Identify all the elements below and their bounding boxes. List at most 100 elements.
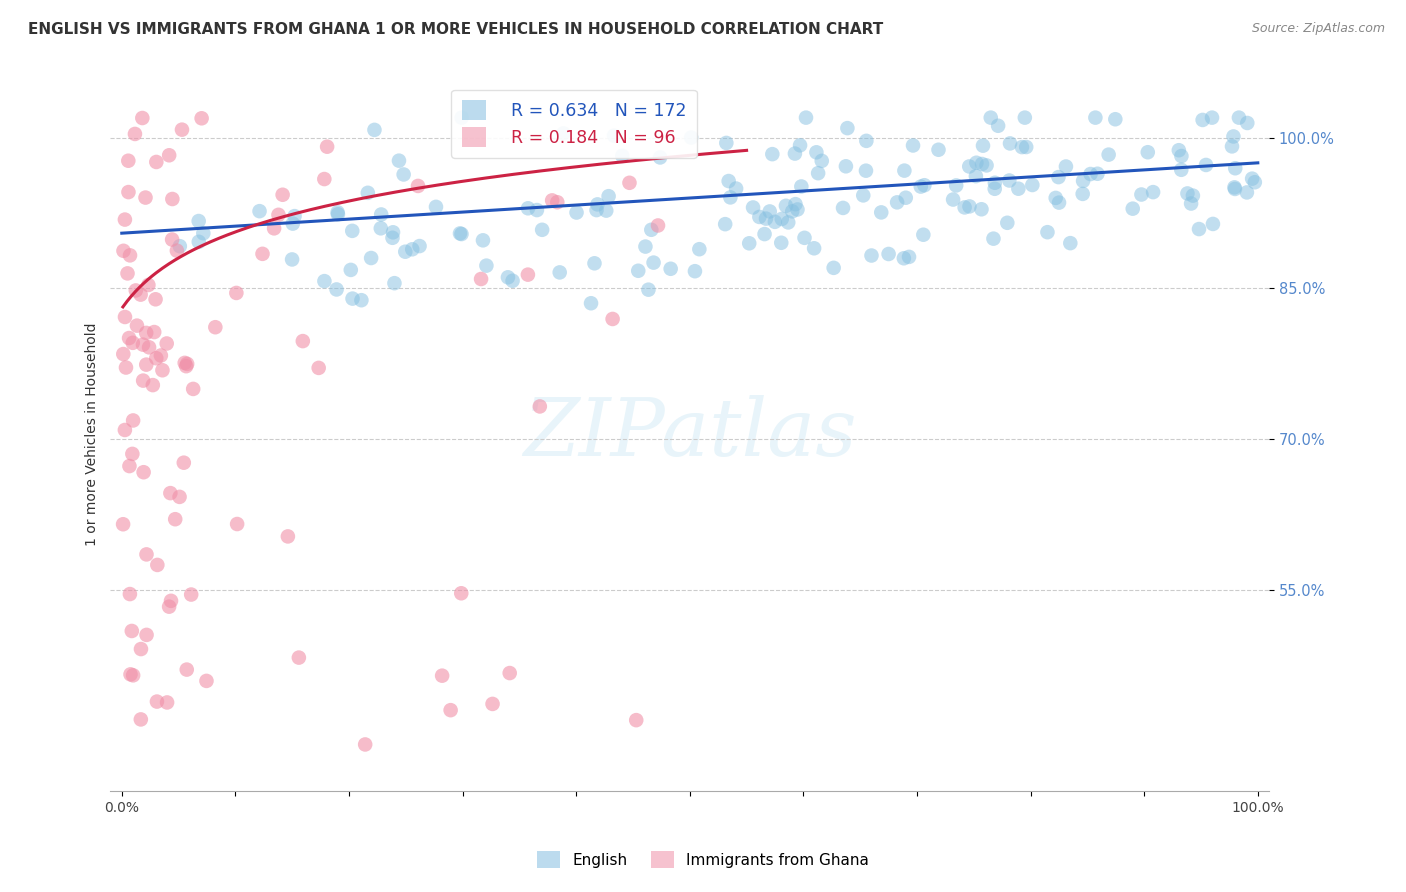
Point [406, 178, 429, 193]
Point [626, 713, 648, 727]
Point [440, 703, 463, 717]
Point [770, 211, 793, 226]
Point [640, 223, 662, 237]
Point [912, 178, 935, 193]
Point [121, 447, 143, 461]
Point [957, 160, 980, 174]
Point [681, 130, 703, 145]
Point [145, 155, 167, 169]
Point [1059, 236, 1081, 251]
Point [517, 202, 540, 216]
Point [910, 179, 932, 194]
Point [1080, 167, 1102, 181]
Point [786, 202, 808, 217]
Point [502, 274, 524, 288]
Point [1047, 195, 1070, 210]
Point [987, 119, 1010, 133]
Point [122, 668, 145, 682]
Point [450, 586, 472, 600]
Point [382, 225, 405, 239]
Point [288, 650, 311, 665]
Point [135, 326, 157, 340]
Point [226, 516, 249, 531]
Point [1167, 143, 1189, 157]
Point [780, 204, 803, 219]
Point [145, 293, 167, 307]
Point [314, 274, 336, 288]
Point [157, 599, 180, 614]
Point [972, 138, 994, 153]
Point [586, 197, 609, 211]
Point [1071, 186, 1094, 201]
Text: ZIPatlas: ZIPatlas [523, 395, 856, 473]
Point [342, 292, 364, 306]
Point [134, 190, 156, 204]
Point [308, 360, 330, 375]
Point [1136, 145, 1159, 160]
Point [526, 202, 548, 217]
Point [162, 192, 184, 206]
Point [174, 359, 197, 374]
Point [354, 738, 377, 752]
Text: ENGLISH VS IMMIGRANTS FROM GHANA 1 OR MORE VEHICLES IN HOUSEHOLD CORRELATION CHA: ENGLISH VS IMMIGRANTS FROM GHANA 1 OR MO… [28, 22, 883, 37]
Point [146, 558, 169, 572]
Point [187, 235, 209, 249]
Point [927, 143, 949, 157]
Point [965, 155, 987, 169]
Point [953, 201, 976, 215]
Point [806, 145, 828, 160]
Point [541, 194, 564, 208]
Point [1188, 222, 1211, 236]
Point [1241, 171, 1264, 186]
Point [112, 517, 135, 532]
Point [603, 128, 626, 143]
Point [793, 231, 815, 245]
Point [1021, 178, 1043, 192]
Point [1130, 187, 1153, 202]
Point [898, 250, 921, 264]
Point [117, 153, 139, 168]
Point [529, 400, 551, 414]
Point [117, 185, 139, 199]
Point [470, 272, 492, 286]
Point [598, 189, 620, 203]
Point [761, 147, 783, 161]
Point [637, 283, 659, 297]
Point [998, 173, 1021, 187]
Point [481, 697, 503, 711]
Point [785, 197, 807, 211]
Point [886, 195, 908, 210]
Legend:   R = 0.634   N = 172,   R = 0.184   N = 96: R = 0.634 N = 172, R = 0.184 N = 96 [451, 90, 697, 158]
Point [807, 166, 830, 180]
Point [877, 247, 900, 261]
Point [1014, 111, 1036, 125]
Point [314, 172, 336, 186]
Point [970, 202, 993, 217]
Point [195, 673, 218, 688]
Point [152, 363, 174, 377]
Point [129, 287, 152, 301]
Point [1223, 182, 1246, 196]
Point [449, 227, 471, 241]
Point [173, 456, 195, 470]
Point [135, 628, 157, 642]
Point [114, 310, 136, 324]
Point [450, 111, 472, 125]
Point [1122, 202, 1144, 216]
Point [475, 259, 498, 273]
Point [1104, 112, 1126, 127]
Point [718, 190, 741, 204]
Point [180, 588, 202, 602]
Point [499, 666, 522, 681]
Point [370, 221, 392, 235]
Point [193, 227, 215, 241]
Point [156, 336, 179, 351]
Point [770, 235, 793, 250]
Point [363, 123, 385, 137]
Point [1222, 129, 1244, 144]
Point [252, 247, 274, 261]
Point [983, 182, 1005, 196]
Point [394, 244, 416, 259]
Point [401, 242, 423, 256]
Point [1180, 196, 1202, 211]
